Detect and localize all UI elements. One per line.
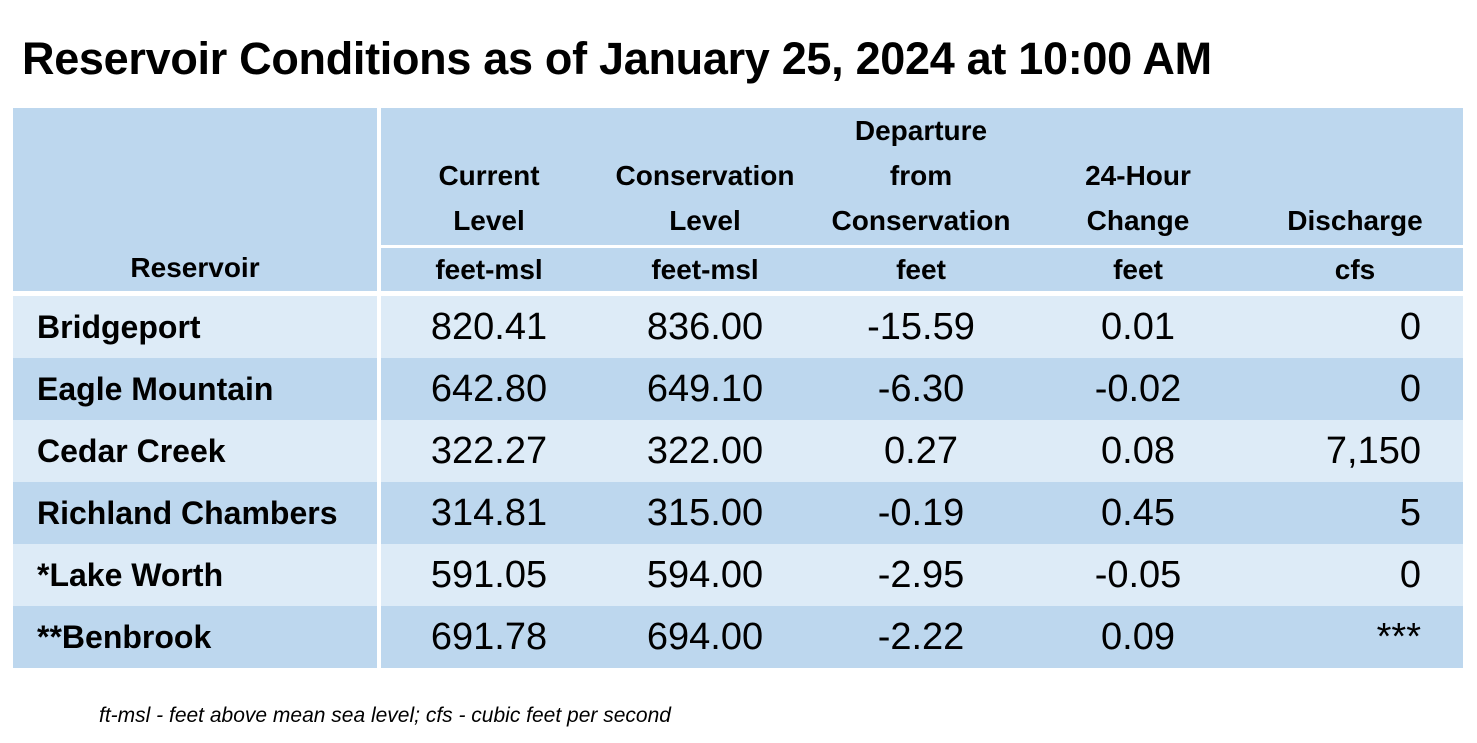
conservation-level-cell: 649.10 [597, 358, 813, 420]
header-current-line2: Level [453, 205, 525, 236]
units-change: feet [1029, 248, 1247, 291]
header-24hour-change: 24-Hour Change [1029, 108, 1247, 245]
units-discharge: cfs [1247, 248, 1463, 291]
discharge-cell: 0 [1247, 296, 1463, 358]
departure-cell: -0.19 [813, 482, 1029, 544]
units-departure: feet [813, 248, 1029, 291]
reservoir-name: **Benbrook [13, 606, 377, 668]
reservoir-name: Cedar Creek [13, 420, 377, 482]
header-departure-line2: from [889, 160, 953, 191]
header-discharge-line1: Discharge [1287, 205, 1423, 236]
change-cell: 0.08 [1029, 420, 1247, 482]
conservation-level-cell: 322.00 [597, 420, 813, 482]
units-current: feet-msl [381, 248, 597, 291]
reservoir-name: *Lake Worth [13, 544, 377, 606]
discharge-cell: 0 [1247, 544, 1463, 606]
reservoir-name: Richland Chambers [13, 482, 377, 544]
header-current-line1: Current [438, 160, 540, 191]
reservoir-table: Current Level Conservation Level Departu… [13, 108, 1463, 668]
change-cell: -0.02 [1029, 358, 1247, 420]
discharge-cell: 5 [1247, 482, 1463, 544]
departure-cell: -2.95 [813, 544, 1029, 606]
current-level-cell: 642.80 [381, 358, 597, 420]
change-cell: 0.01 [1029, 296, 1247, 358]
header-conservation-line1: Conservation [615, 160, 795, 191]
header-conservation-level: Conservation Level [597, 108, 813, 245]
current-level-cell: 322.27 [381, 420, 597, 482]
header-change-line2: Change [1086, 205, 1190, 236]
header-current-level: Current Level [381, 108, 597, 245]
current-level-cell: 820.41 [381, 296, 597, 358]
discharge-cell: *** [1247, 606, 1463, 668]
reservoir-name: Bridgeport [13, 296, 377, 358]
current-level-cell: 691.78 [381, 606, 597, 668]
footnote: ft-msl - feet above mean sea level; cfs … [99, 704, 671, 727]
current-level-cell: 591.05 [381, 544, 597, 606]
change-cell: -0.05 [1029, 544, 1247, 606]
change-cell: 0.45 [1029, 482, 1247, 544]
header-departure-line1: Departure [854, 115, 988, 146]
header-conservation-line2: Level [669, 205, 741, 236]
reservoir-name: Eagle Mountain [13, 358, 377, 420]
header-departure: Departure from Conservation [813, 108, 1029, 245]
departure-cell: -2.22 [813, 606, 1029, 668]
units-conservation: feet-msl [597, 248, 813, 291]
header-discharge: Discharge [1247, 108, 1463, 245]
discharge-cell: 0 [1247, 358, 1463, 420]
page-title: Reservoir Conditions as of January 25, 2… [22, 33, 1212, 84]
departure-cell: 0.27 [813, 420, 1029, 482]
departure-cell: -15.59 [813, 296, 1029, 358]
conservation-level-cell: 594.00 [597, 544, 813, 606]
departure-cell: -6.30 [813, 358, 1029, 420]
header-change-line1: 24-Hour [1085, 160, 1191, 191]
conservation-level-cell: 836.00 [597, 296, 813, 358]
change-cell: 0.09 [1029, 606, 1247, 668]
units-reservoir: Reservoir [13, 245, 377, 291]
current-level-cell: 314.81 [381, 482, 597, 544]
header-departure-line3: Conservation [831, 205, 1011, 236]
conservation-level-cell: 315.00 [597, 482, 813, 544]
conservation-level-cell: 694.00 [597, 606, 813, 668]
discharge-cell: 7,150 [1247, 420, 1463, 482]
header-reservoir [13, 108, 377, 245]
